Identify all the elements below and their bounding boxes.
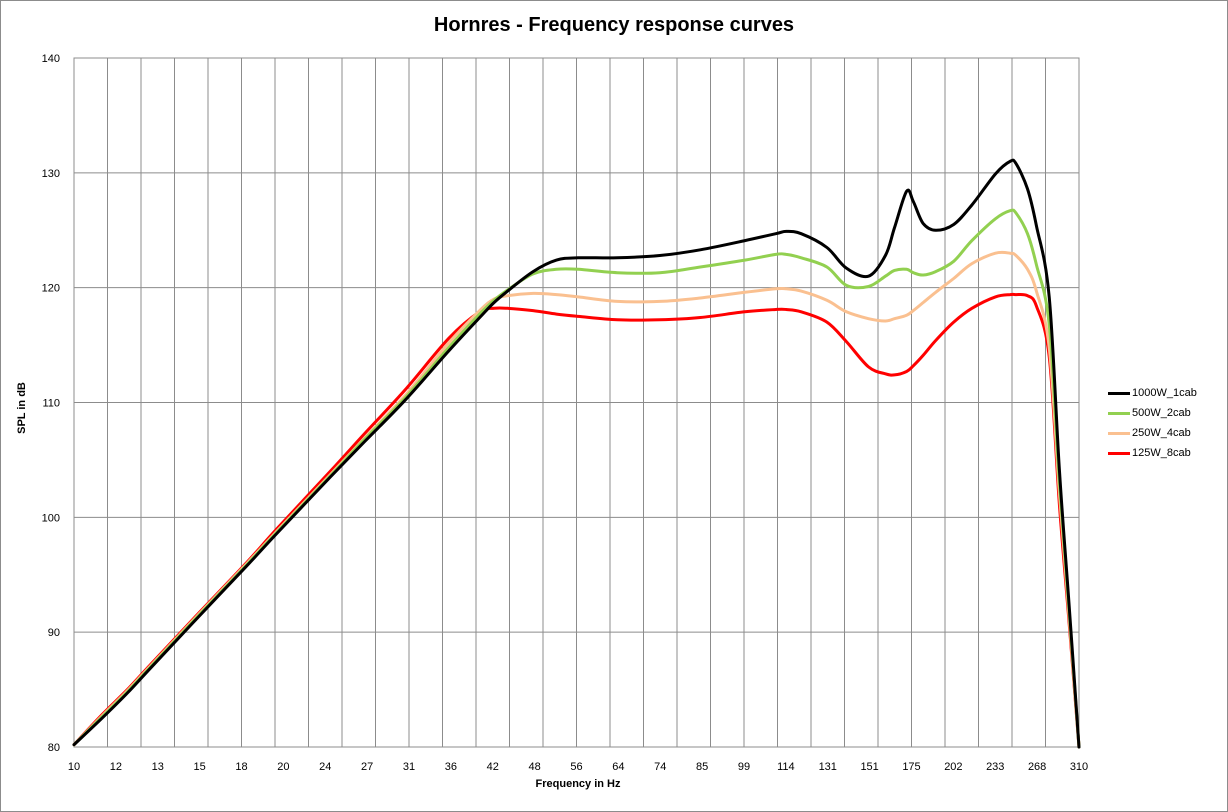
series-line-1000w-1cab — [72, 158, 1081, 749]
x-axis-label: Frequency in Hz — [535, 778, 621, 790]
x-tick-label: 18 — [235, 761, 247, 773]
x-tick-label: 15 — [194, 761, 206, 773]
x-tick-label: 175 — [902, 761, 920, 773]
legend: 1000W_1cab 500W_2cab 250W_4cab 125W_8cab — [1108, 383, 1197, 463]
y-tick-label: 110 — [42, 398, 60, 410]
x-tick-label: 36 — [445, 761, 457, 773]
series-line-125w-8cab — [72, 292, 1081, 749]
x-tick-label: 56 — [570, 761, 582, 773]
x-tick-label: 48 — [529, 761, 541, 773]
legend-label: 250W_4cab — [1132, 427, 1191, 439]
x-tick-label: 13 — [152, 761, 164, 773]
x-tick-label: 99 — [738, 761, 750, 773]
x-tick-label: 151 — [860, 761, 878, 773]
x-tick-label: 31 — [403, 761, 415, 773]
y-tick-label: 120 — [42, 283, 60, 295]
x-tick-label: 24 — [319, 761, 331, 773]
legend-swatch — [1108, 431, 1130, 435]
x-tick-label: 233 — [986, 761, 1004, 773]
legend-label: 500W_2cab — [1132, 407, 1191, 419]
legend-label: 1000W_1cab — [1132, 387, 1197, 399]
legend-label: 125W_8cab — [1132, 447, 1191, 459]
y-tick-label: 100 — [42, 512, 60, 524]
plot-border — [73, 57, 1080, 748]
x-tick-label: 114 — [777, 761, 795, 773]
legend-swatch — [1108, 391, 1130, 395]
legend-item: 250W_4cab — [1108, 423, 1197, 443]
y-tick-label: 80 — [48, 742, 60, 754]
x-tick-label: 64 — [612, 761, 624, 773]
x-tick-label: 202 — [944, 761, 962, 773]
x-tick-label: 131 — [819, 761, 837, 773]
x-tick-label: 268 — [1028, 761, 1046, 773]
legend-item: 125W_8cab — [1108, 443, 1197, 463]
x-tick-label: 12 — [110, 761, 122, 773]
x-tick-label: 10 — [68, 761, 80, 773]
x-tick-label: 42 — [487, 761, 499, 773]
y-tick-label: 130 — [42, 168, 60, 180]
x-tick-label: 20 — [277, 761, 289, 773]
x-tick-label: 74 — [654, 761, 666, 773]
x-tick-label: 85 — [696, 761, 708, 773]
x-tick-label: 27 — [361, 761, 373, 773]
legend-swatch — [1108, 451, 1130, 455]
legend-item: 500W_2cab — [1108, 403, 1197, 423]
legend-item: 1000W_1cab — [1108, 383, 1197, 403]
y-tick-label: 140 — [42, 53, 60, 65]
chart-title: Hornres - Frequency response curves — [433, 14, 795, 36]
x-tick-label: 310 — [1070, 761, 1088, 773]
legend-swatch — [1108, 411, 1130, 415]
y-tick-label: 90 — [48, 627, 60, 639]
